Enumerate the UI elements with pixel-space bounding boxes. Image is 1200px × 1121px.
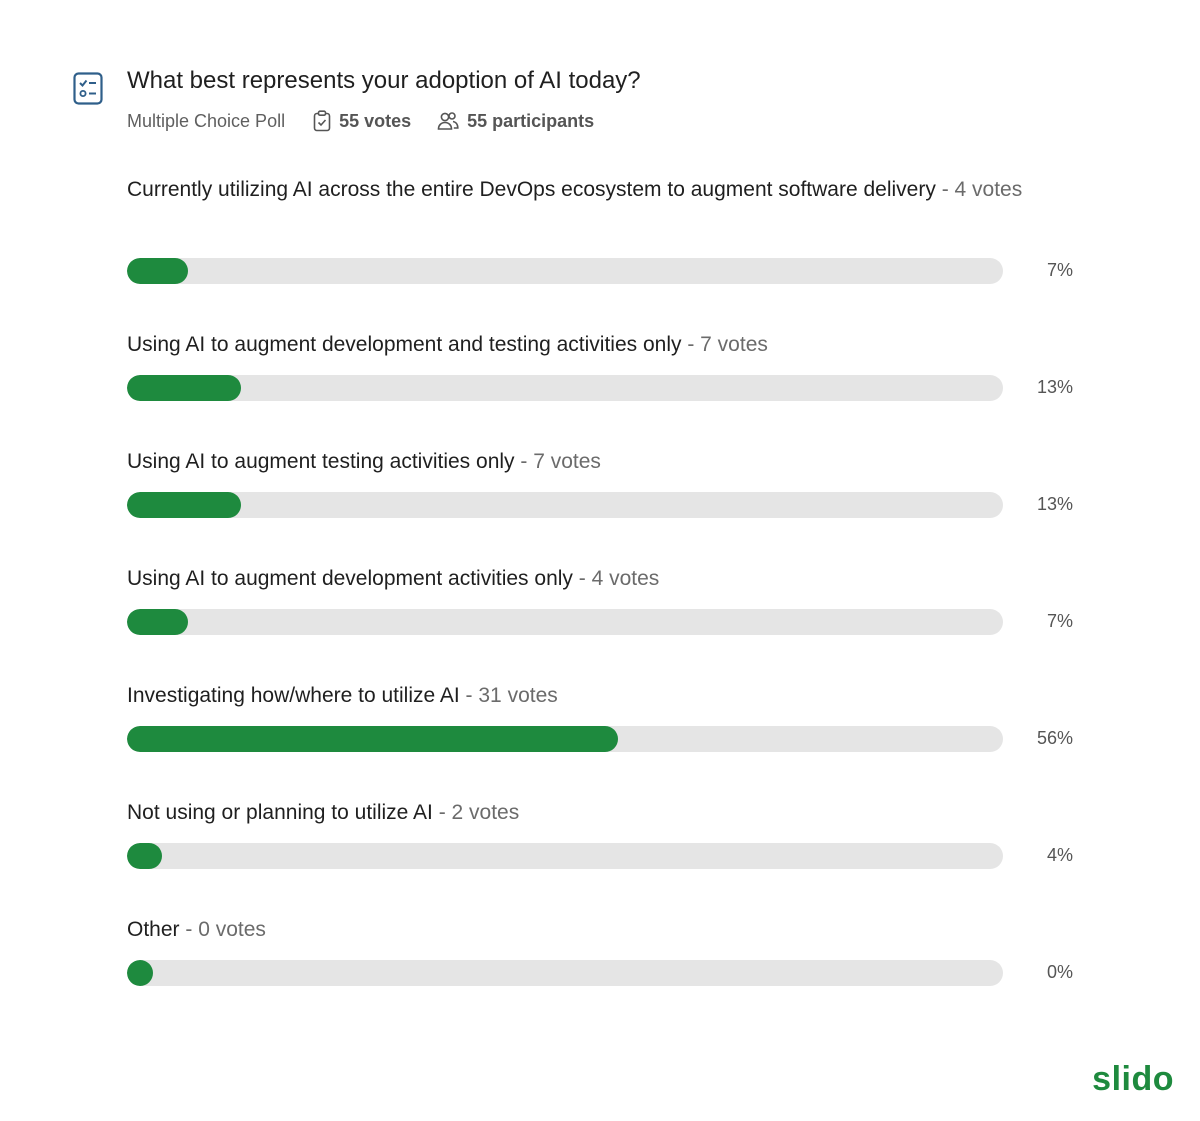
poll-option: Other - 0 votes 0% [127,911,1073,986]
poll-meta: Multiple Choice Poll 55 votes 55 partici… [127,107,594,135]
option-text: Not using or planning to utilize AI [127,801,433,824]
poll-option: Using AI to augment development and test… [127,326,1073,401]
option-percent: 4% [1046,845,1073,865]
option-votes: - 7 votes [687,333,768,356]
participants-icon [437,112,459,130]
option-votes: - 7 votes [520,450,601,473]
option-text: Using AI to augment development and test… [127,333,682,356]
option-percent: 13% [1036,377,1073,397]
bar-track [127,375,1003,401]
participants-stat: 55 participants [437,111,594,132]
option-text: Currently utilizing AI across the entire… [127,178,936,201]
option-votes: - 4 votes [941,178,1023,201]
option-text: Using AI to augment testing activities o… [127,450,515,473]
bar-track [127,726,1003,752]
option-label: Other - 0 votes [127,911,1073,949]
option-label: Using AI to augment development activiti… [127,560,1073,598]
option-text: Investigating how/where to utilize AI [127,684,460,707]
bar-fill [127,258,189,284]
votes-stat: 55 votes [313,110,411,132]
bar-fill [127,960,153,986]
option-text: Using AI to augment development activiti… [127,567,573,590]
bar-track [127,492,1003,518]
bar-fill [127,375,241,401]
clipboard-check-icon [313,110,331,132]
poll-option: Not using or planning to utilize AI - 2 … [127,794,1073,869]
option-percent: 7% [1046,260,1073,280]
option-votes: - 0 votes [185,918,266,941]
poll-option: Currently utilizing AI across the entire… [127,171,1073,284]
poll-type-label: Multiple Choice Poll [127,110,286,131]
poll-option: Using AI to augment testing activities o… [127,443,1073,518]
option-label: Currently utilizing AI across the entire… [127,171,1073,209]
option-label: Using AI to augment testing activities o… [127,443,1073,481]
bar-track [127,843,1003,869]
poll-option: Using AI to augment development activiti… [127,560,1073,635]
bar-track [127,258,1003,284]
bar-fill [127,492,241,518]
option-text: Other [127,918,180,941]
option-votes: - 4 votes [578,567,660,590]
bar-track [127,609,1003,635]
option-percent: 0% [1046,962,1073,982]
option-percent: 7% [1046,611,1073,631]
slido-logo: slido [1092,1060,1174,1098]
participants-count: 55 participants [467,110,595,131]
option-label: Not using or planning to utilize AI - 2 … [127,794,1073,832]
option-votes: - 2 votes [438,801,520,824]
option-percent: 13% [1036,494,1073,514]
option-label: Using AI to augment development and test… [127,326,1073,364]
votes-count: 55 votes [339,110,412,131]
bar-track [127,960,1003,986]
option-votes: - 31 votes [465,684,558,707]
bar-fill [127,843,163,869]
option-label: Investigating how/where to utilize AI - … [127,677,1073,715]
poll-title: What best represents your adoption of AI… [127,67,641,94]
bar-fill [127,726,618,752]
poll-option: Investigating how/where to utilize AI - … [127,677,1073,752]
poll-checklist-icon [73,72,103,105]
option-percent: 56% [1036,728,1073,748]
bar-fill [127,609,189,635]
